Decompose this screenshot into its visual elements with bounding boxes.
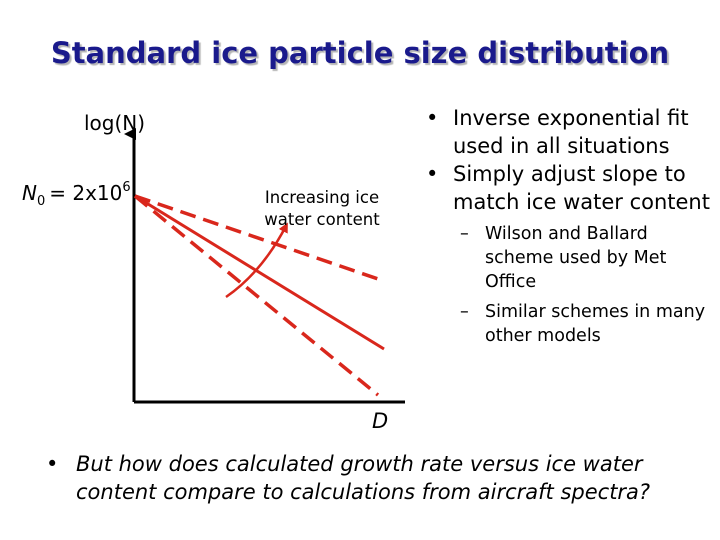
increasing-iwc-arrow bbox=[225, 222, 288, 299]
bottom-bullet-text: But how does calculated growth rate vers… bbox=[76, 452, 651, 504]
bullet-item: Inverse exponential fit used in all situ… bbox=[426, 104, 716, 160]
sub-bullet-item: Wilson and Ballard scheme used by Met Of… bbox=[460, 222, 716, 294]
bottom-bullet: • But how does calculated growth rate ve… bbox=[46, 450, 706, 506]
annotation-line-1: Increasing ice bbox=[265, 188, 379, 207]
sub-bullet-list: Wilson and Ballard scheme used by Met Of… bbox=[460, 222, 716, 348]
bullet-list: Inverse exponential fit used in all situ… bbox=[426, 104, 716, 354]
shallow-dashed-line bbox=[134, 194, 385, 283]
n0-value: = 2x10 bbox=[49, 181, 122, 205]
n0-symbol: N bbox=[22, 181, 37, 205]
y-axis-label: log(N) bbox=[84, 111, 145, 135]
steep-dashed-line bbox=[133, 194, 380, 397]
n0-label: N0 = 2x106 bbox=[22, 180, 131, 209]
n0-subscript: 0 bbox=[37, 194, 45, 209]
bullet-item: Simply adjust slope to match ice water c… bbox=[426, 160, 716, 216]
bullet-dot: • bbox=[46, 452, 59, 476]
solid-distribution-line bbox=[134, 194, 385, 351]
n0-exponent: 6 bbox=[122, 180, 130, 195]
sub-bullet-item: Similar schemes in many other models bbox=[460, 300, 716, 348]
annotation-line-2: water content bbox=[264, 210, 380, 229]
slide-title: Standard ice particle size distribution bbox=[50, 36, 670, 70]
x-axis-label: D bbox=[372, 409, 388, 433]
